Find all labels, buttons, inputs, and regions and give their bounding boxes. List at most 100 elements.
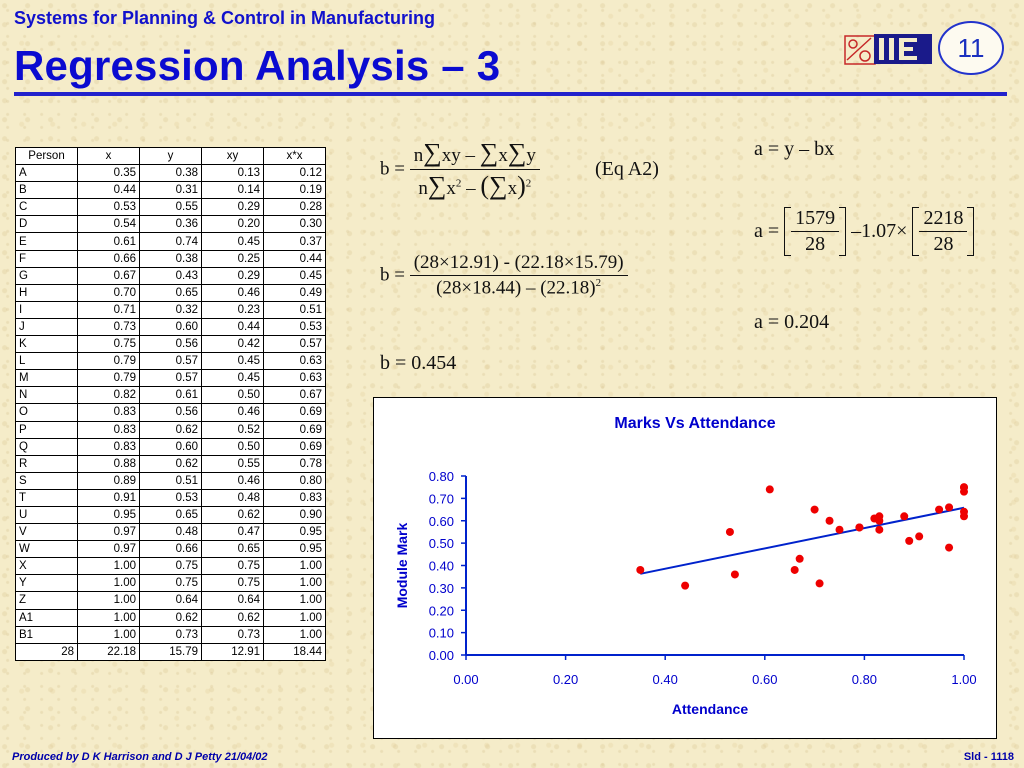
- eq-text: x: [446, 178, 456, 199]
- value-cell: 0.97: [77, 540, 140, 559]
- data-point: [795, 554, 804, 563]
- value-cell: 0.75: [139, 574, 202, 593]
- data-point: [815, 579, 824, 588]
- x-tick-label: 0.00: [453, 672, 478, 687]
- eq-exponent: 2: [525, 177, 532, 190]
- data-point: [945, 543, 954, 552]
- value-cell: 0.75: [139, 557, 202, 576]
- value-cell: 0.89: [77, 471, 140, 490]
- column-header: x*x: [263, 146, 326, 166]
- y-tick-label: 0.70: [429, 491, 454, 506]
- value-cell: 0.35: [77, 164, 140, 183]
- value-cell: 1.00: [77, 608, 140, 627]
- value-cell: 0.63: [263, 352, 326, 371]
- value-cell: 0.50: [201, 386, 264, 405]
- value-cell: 0.23: [201, 300, 264, 319]
- person-cell: Z: [15, 591, 78, 610]
- person-cell: W: [15, 540, 78, 559]
- value-cell: 0.37: [263, 232, 326, 251]
- value-cell: 0.60: [139, 317, 202, 337]
- value-cell: 0.51: [139, 471, 202, 490]
- value-cell: 0.61: [77, 232, 140, 251]
- value-cell: 0.95: [77, 505, 140, 525]
- table-row: S 0.89 0.51 0.46 0.80: [15, 471, 326, 490]
- value-cell: 0.56: [139, 335, 202, 354]
- person-cell: C: [15, 198, 78, 217]
- chart-title: Marks Vs Attendance: [614, 415, 775, 432]
- value-cell: 0.32: [139, 300, 202, 319]
- regression-line: [640, 506, 965, 575]
- person-cell: M: [15, 369, 78, 388]
- value-cell: 0.83: [263, 488, 326, 507]
- value-cell: 1.00: [77, 557, 140, 576]
- value-cell: 0.38: [139, 164, 202, 183]
- y-tick-label: 0.60: [429, 514, 454, 529]
- value-cell: 0.46: [201, 471, 264, 490]
- column-header: x: [77, 146, 140, 166]
- value-cell: 0.45: [263, 266, 326, 285]
- value-cell: 0.75: [77, 335, 140, 354]
- y-tick-label: 0.50: [429, 536, 454, 551]
- sum-icon: ∑: [423, 138, 442, 167]
- table-row: J 0.73 0.60 0.44 0.53: [15, 317, 326, 337]
- table-row: D 0.54 0.36 0.20 0.30: [15, 215, 326, 234]
- table-row: A1 1.00 0.62 0.62 1.00: [15, 608, 326, 627]
- eq-text: n: [413, 145, 424, 166]
- table-row: F 0.66 0.38 0.25 0.44: [15, 249, 326, 268]
- value-cell: 0.43: [139, 266, 202, 285]
- eq-text: y: [526, 145, 536, 166]
- table-row: Y 1.00 0.75 0.75 1.00: [15, 574, 326, 593]
- person-cell: S: [15, 471, 78, 490]
- value-cell: 0.69: [263, 403, 326, 422]
- value-cell: 0.45: [201, 369, 264, 388]
- data-point: [935, 505, 944, 514]
- value-cell: 0.61: [139, 386, 202, 405]
- person-cell: J: [15, 317, 78, 337]
- bracket-fraction: 1579 28: [784, 207, 847, 256]
- eq-text: x: [498, 145, 508, 166]
- value-cell: 0.54: [77, 215, 140, 234]
- person-cell: P: [15, 420, 78, 439]
- a-general-equation: a = y – bx: [754, 138, 835, 160]
- value-cell: 0.53: [77, 198, 140, 217]
- value-cell: 0.44: [201, 317, 264, 337]
- deck-subtitle: Systems for Planning & Control in Manufa…: [14, 8, 436, 28]
- y-tick-label: 0.30: [429, 581, 454, 596]
- value-cell: 0.97: [77, 523, 140, 542]
- value-cell: 0.91: [77, 488, 140, 507]
- a-result: a = 0.204: [754, 311, 830, 333]
- value-cell: 0.45: [201, 232, 264, 251]
- table-row: I 0.71 0.32 0.23 0.51: [15, 300, 326, 319]
- x-tick-label: 0.20: [553, 672, 578, 687]
- eq-text: 1579: [791, 207, 840, 232]
- value-cell: 1.00: [263, 591, 326, 610]
- b-result: b = 0.454: [380, 352, 457, 374]
- value-cell: 0.78: [263, 454, 326, 473]
- table-body: A 0.35 0.38 0.13 0.12 B 0.44 0.31 0.14 0.19 C 0.53 0…: [15, 164, 326, 644]
- value-cell: 0.90: [263, 505, 326, 525]
- b-numeric-denominator: (28×18.44) – (22.18): [436, 277, 596, 299]
- value-cell: 0.69: [263, 437, 326, 456]
- value-cell: 0.13: [201, 164, 264, 183]
- value-cell: 0.65: [139, 505, 202, 525]
- person-cell: B: [15, 181, 78, 200]
- table-row: V 0.97 0.48 0.47 0.95: [15, 523, 326, 542]
- eq-text: –: [466, 178, 476, 199]
- value-cell: 0.14: [201, 181, 264, 200]
- value-cell: 1.00: [263, 574, 326, 593]
- eq-text: 28: [805, 233, 826, 255]
- eq-text: –: [465, 145, 476, 166]
- value-cell: 0.48: [201, 488, 264, 507]
- value-cell: 0.44: [77, 181, 140, 200]
- value-cell: 0.53: [139, 488, 202, 507]
- sum-icon: ∑: [427, 171, 447, 200]
- value-cell: 0.46: [201, 283, 264, 302]
- value-cell: 0.67: [77, 266, 140, 285]
- data-point: [790, 565, 799, 574]
- value-cell: 0.50: [201, 437, 264, 456]
- table-row: K 0.75 0.56 0.42 0.57: [15, 335, 326, 354]
- data-point: [900, 512, 909, 521]
- data-point: [725, 527, 734, 536]
- total-cell: 12.91: [201, 642, 264, 661]
- value-cell: 0.31: [139, 181, 202, 200]
